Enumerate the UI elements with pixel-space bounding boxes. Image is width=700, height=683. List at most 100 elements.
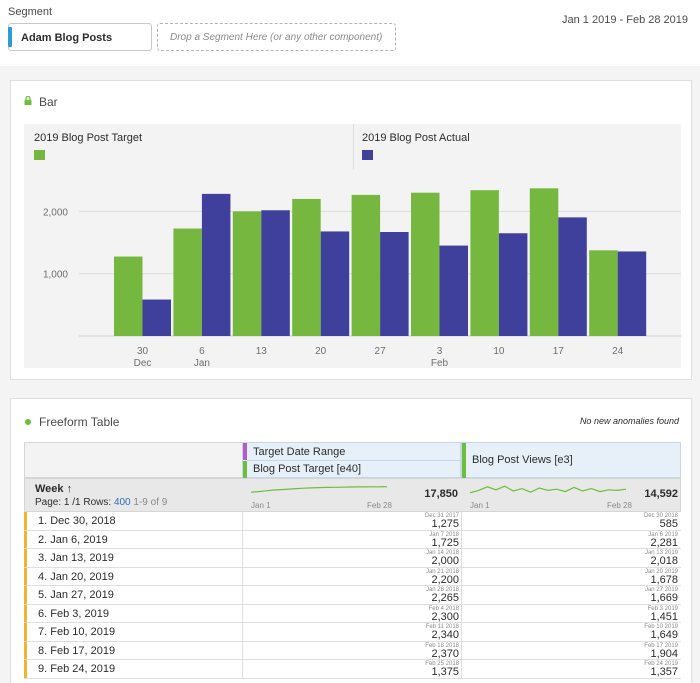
cell-date: Feb 10 2019 [644,624,678,630]
week-cell[interactable]: 2. Jan 6, 2019 [38,533,108,546]
table-row[interactable]: 8. Feb 17, 2019 Feb 18 2018 2,370 Feb 17 20… [24,641,681,660]
bar-target[interactable] [470,190,499,336]
bar-actual[interactable] [320,231,350,336]
table-header: Target Date Range Blog Post Target [e40]… [24,442,681,479]
legend-swatch [34,150,45,160]
week-cell[interactable]: 9. Feb 24, 2019 [38,663,116,675]
table-row[interactable]: 1. Dec 30, 2018 Dec 31 2017 1,275 Dec 30 20… [24,512,681,531]
views-value-cell[interactable]: 1,678 [650,573,678,586]
table-row[interactable]: 6. Feb 3, 2019 Feb 4 2018 2,300 Feb 3 2019 1… [24,604,681,623]
column-divider [242,549,243,567]
bar-actual[interactable] [558,217,587,336]
target-value-cell[interactable]: 2,000 [431,555,459,567]
week-cell[interactable]: 5. Jan 27, 2019 [38,589,114,601]
column-divider [242,623,243,641]
week-cell[interactable]: 3. Jan 13, 2019 [38,552,114,564]
column-divider [461,641,462,659]
table-row[interactable]: 4. Jan 20, 2019 Jan 21 2018 2,200 Jan 20 20… [24,567,681,586]
segment-chip-label: Adam Blog Posts [21,32,113,44]
drag-handle-icon[interactable] [8,27,12,47]
target-value-cell[interactable]: 2,300 [431,610,459,623]
views-value-cell[interactable]: 1,669 [650,592,678,604]
views-value-cell[interactable]: 1,904 [650,647,678,660]
bar-actual[interactable] [261,210,290,336]
views-value-cell[interactable]: 1,451 [650,610,678,623]
bar-target[interactable] [351,194,381,336]
bar-actual[interactable] [439,245,469,336]
column-header-views[interactable]: Blog Post Views [e3] [461,442,681,479]
panel-title: Freeform Table [39,415,120,429]
sparkline-chart [469,485,627,494]
column-divider [242,604,243,622]
x-tick-label: 20 [315,346,327,357]
views-value-cell[interactable]: 1,649 [650,629,678,641]
column-divider [242,660,243,678]
header-divider [247,460,460,461]
table-summary-row: Week ↑ Page: 1 /1 Rows: 400 1-9 of 9 Jan… [24,478,681,512]
week-cell[interactable]: 4. Jan 20, 2019 [38,570,114,583]
target-value-cell[interactable]: 1,725 [431,536,459,549]
table-row[interactable]: 7. Feb 10, 2019 Feb 11 2018 2,340 Feb 10 20… [24,623,681,642]
bar-actual[interactable] [498,233,528,336]
row-highlight-bar [24,641,27,659]
x-tick-label: 10 [493,346,505,357]
bar-chart: 2019 Blog Post Target 2019 Blog Post Act… [24,124,681,368]
cell-date: Jan 20 2019 [644,568,678,575]
row-range: 1-9 of 9 [133,497,168,508]
legend-divider [353,124,354,169]
bar-actual[interactable] [617,251,647,336]
bar-target[interactable] [292,198,321,336]
target-value-cell[interactable]: 1,375 [431,666,459,678]
views-value-cell[interactable]: 2,281 [650,536,678,549]
column-header-line1: Target Date Range [253,446,346,458]
row-highlight-bar [24,530,27,548]
bar-target[interactable] [114,256,143,336]
cell-date: Dec 31 2017 [424,513,459,519]
date-range[interactable]: Jan 1 2019 - Feb 28 2019 [562,14,688,26]
column-divider [461,512,462,530]
column-divider [461,549,462,567]
sparkline-views: Jan 1 Feb 28 14,592 [466,479,680,513]
week-cell[interactable]: 8. Feb 17, 2019 [38,644,116,657]
metric-stripe-icon [243,461,247,479]
row-highlight-bar [24,660,27,678]
page-info: Page: 1 /1 Rows: 400 1-9 of 9 [35,497,167,508]
cell-date: Feb 24 2019 [644,661,678,667]
target-value-cell[interactable]: 2,340 [431,629,459,641]
table-row[interactable]: 9. Feb 24, 2019 Feb 25 2018 1,375 Feb 24 20… [24,660,681,679]
segment-chip[interactable]: Adam Blog Posts [8,23,152,51]
rows-count-link[interactable]: 400 [113,497,131,508]
bar-target[interactable] [411,192,440,336]
column-divider [461,660,462,678]
column-header-target[interactable]: Target Date Range Blog Post Target [e40] [242,442,461,479]
bar-actual[interactable] [201,193,231,336]
table-row[interactable]: 3. Jan 13, 2019 Jan 14 2018 2,000 Jan 13 20… [24,549,681,568]
legend-label: 2019 Blog Post Actual [362,132,470,144]
target-value-cell[interactable]: 1,275 [431,518,459,530]
table-row[interactable]: 2. Jan 6, 2019 Jan 7 2018 1,725 Jan 6 2019 2… [24,530,681,549]
table-body: 1. Dec 30, 2018 Dec 31 2017 1,275 Dec 30 20… [24,512,681,679]
segment-drop-zone[interactable]: Drop a Segment Here (or any other compon… [157,23,396,51]
views-value-cell[interactable]: 2,018 [650,555,678,567]
sparkline-chart [250,486,388,493]
target-value-cell[interactable]: 2,200 [431,573,459,586]
bar-target[interactable] [232,211,262,336]
bar-actual[interactable] [380,232,409,336]
week-cell[interactable]: 1. Dec 30, 2018 [38,515,116,527]
bar-actual[interactable] [142,299,172,336]
bar-target[interactable] [529,188,559,336]
week-cell[interactable]: 7. Feb 10, 2019 [38,626,116,638]
views-value-cell[interactable]: 1,357 [650,666,678,678]
cell-date: Feb 17 2019 [644,642,678,649]
bar-target[interactable] [173,228,202,336]
table-row[interactable]: 5. Jan 27, 2019 Jan 28 2018 2,265 Jan 27 20… [24,586,681,605]
target-value-cell[interactable]: 2,265 [431,592,459,604]
row-highlight-bar [24,604,27,622]
week-cell[interactable]: 6. Feb 3, 2019 [38,607,109,620]
week-column-sort[interactable]: Week ↑ [35,483,73,495]
views-value-cell[interactable]: 585 [659,518,678,530]
bar-target[interactable] [589,250,618,336]
target-value-cell[interactable]: 2,370 [431,647,459,660]
sparkline-target: Jan 1 Feb 28 17,850 [247,479,460,513]
x-tick-label: 27 [375,346,387,357]
